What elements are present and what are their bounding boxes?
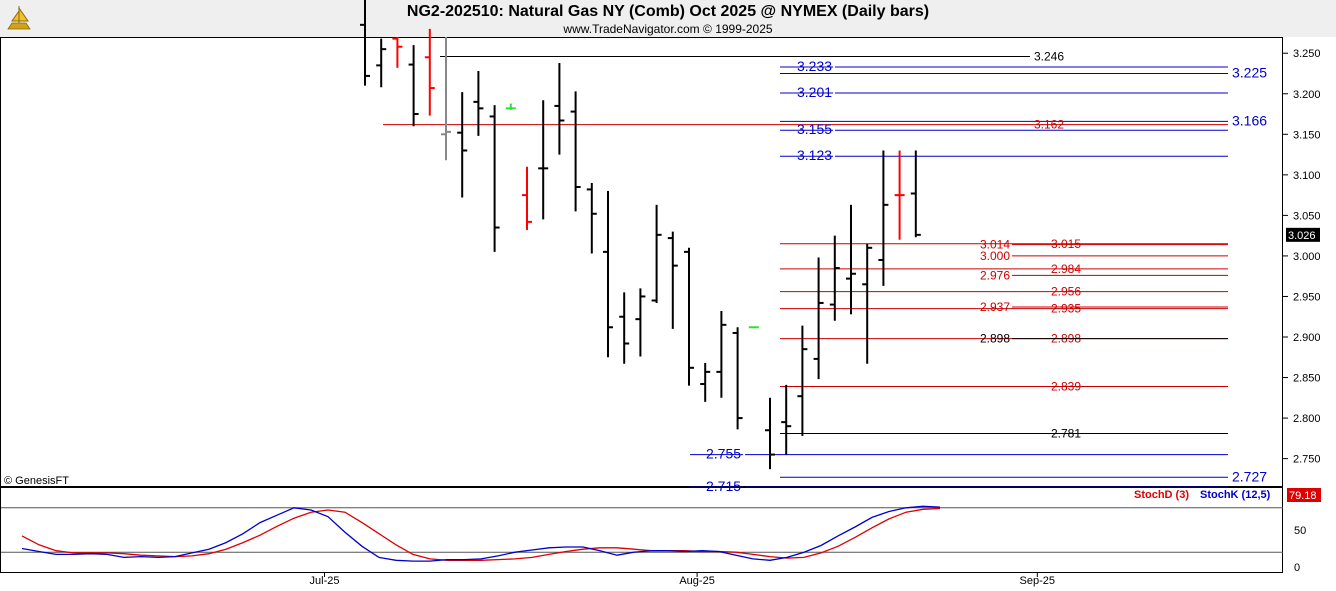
time-tick-label: Sep-25 bbox=[1020, 575, 1055, 587]
ohlc-bar bbox=[910, 150, 921, 238]
chart-subtitle: www.TradeNavigator.com © 1999-2025 bbox=[563, 22, 773, 36]
ohlc-bars bbox=[360, 0, 921, 470]
ohlc-bar bbox=[781, 384, 792, 455]
price-level-label: 3.233 bbox=[797, 58, 832, 74]
price-level-label: 3.166 bbox=[1232, 112, 1267, 128]
ohlc-bar bbox=[732, 327, 743, 430]
price-level-label: 3.225 bbox=[1232, 64, 1267, 80]
price-tick-label: 3.250 bbox=[1293, 48, 1321, 60]
price-tick-label: 2.800 bbox=[1293, 413, 1321, 425]
ohlc-bar bbox=[862, 243, 873, 364]
ohlc-bar bbox=[392, 37, 403, 68]
time-tick-label: Jul-25 bbox=[310, 575, 340, 587]
ohlc-bar bbox=[522, 166, 532, 230]
watermark: © GenesisFT bbox=[4, 475, 69, 487]
title-bar bbox=[0, 0, 1336, 37]
ohlc-bar bbox=[797, 325, 808, 436]
price-level-label: 2.755 bbox=[706, 446, 741, 462]
ohlc-bar bbox=[505, 103, 516, 110]
price-level-label: 3.246 bbox=[1034, 49, 1064, 63]
ohlc-bar bbox=[619, 292, 630, 364]
main-panel-border bbox=[0, 37, 1283, 487]
price-tick-label: 3.200 bbox=[1293, 89, 1321, 101]
price-tick-label: 3.050 bbox=[1293, 210, 1321, 222]
stoch-legend-d: StochD (3) bbox=[1134, 489, 1189, 501]
stoch-legend-k: StochK (12,5) bbox=[1200, 489, 1271, 501]
stochastic-panel: 50 0 StochD (3) StochK (12,5) 79.18 bbox=[1, 488, 1321, 574]
price-level-label: 2.898 bbox=[980, 332, 1010, 346]
ohlc-bar bbox=[716, 311, 727, 398]
ohlc-bar bbox=[765, 397, 775, 470]
ohlc-bar bbox=[538, 100, 549, 220]
ohlc-bar bbox=[360, 0, 370, 86]
ohlc-bar bbox=[829, 235, 840, 321]
ohlc-bar bbox=[376, 38, 387, 88]
stoch-tick-label: 50 bbox=[1294, 525, 1306, 537]
ohlc-bar bbox=[424, 28, 435, 116]
price-level-label: 2.937 bbox=[980, 300, 1010, 314]
price-level-label: 3.015 bbox=[1051, 237, 1081, 251]
price-axis: 3.250 3.200 3.150 3.100 3.050 3.000 2.950 2.900… bbox=[1283, 48, 1321, 466]
price-level-label: 2.984 bbox=[1051, 262, 1081, 276]
ohlc-bar bbox=[651, 204, 662, 303]
stoch-last-label: 79.18 bbox=[1289, 490, 1317, 502]
stoch-last-badge bbox=[1287, 488, 1321, 502]
price-tick-label: 2.850 bbox=[1293, 373, 1321, 385]
price-level-label: 3.201 bbox=[797, 84, 832, 100]
stoch-panel-border bbox=[0, 487, 1283, 573]
price-level-label: 2.839 bbox=[1051, 379, 1081, 393]
price-level-label: 2.715 bbox=[706, 478, 741, 494]
ohlc-bar bbox=[846, 204, 856, 315]
price-level-label: 3.162 bbox=[1034, 118, 1064, 132]
price-level-label: 3.014 bbox=[980, 238, 1010, 252]
price-level-label: 2.935 bbox=[1051, 302, 1081, 316]
price-level-label: 2.727 bbox=[1232, 468, 1267, 484]
price-level-label: 3.000 bbox=[980, 249, 1010, 263]
main-grid bbox=[0, 37, 1283, 573]
ohlc-bar bbox=[570, 91, 581, 212]
ohlc-bar bbox=[878, 150, 889, 286]
ohlc-bar bbox=[667, 231, 678, 329]
ohlc-bar bbox=[489, 105, 500, 252]
price-level-label: 3.123 bbox=[797, 147, 832, 163]
price-tick-label: 3.150 bbox=[1293, 129, 1321, 141]
price-level-label: 3.155 bbox=[797, 121, 832, 137]
ohlc-bar bbox=[554, 62, 565, 155]
price-tick-label: 3.100 bbox=[1293, 170, 1321, 182]
stoch-tick-label: 0 bbox=[1294, 562, 1300, 574]
ohlc-bar bbox=[813, 257, 824, 380]
stoch-series-line bbox=[21, 505, 941, 562]
ohlc-bar bbox=[635, 288, 646, 357]
price-tick-label: 2.900 bbox=[1293, 332, 1321, 344]
ohlc-bar bbox=[441, 37, 451, 161]
ohlc-bar bbox=[586, 182, 597, 254]
chart-title: NG2-202510: Natural Gas NY (Comb) Oct 20… bbox=[406, 3, 930, 20]
ohlc-bar bbox=[457, 92, 468, 198]
price-level-label: 2.781 bbox=[1051, 426, 1081, 440]
time-tick-label: Aug-25 bbox=[679, 575, 714, 587]
price-tick-label: 3.000 bbox=[1293, 251, 1321, 263]
last-price-badge bbox=[1286, 227, 1320, 242]
ohlc-bar bbox=[473, 71, 484, 136]
ohlc-bar bbox=[408, 45, 419, 127]
last-price-label: 3.026 bbox=[1288, 230, 1316, 242]
price-tick-label: 2.950 bbox=[1293, 291, 1321, 303]
price-tick-label: 2.750 bbox=[1293, 454, 1321, 466]
ohlc-bar bbox=[700, 362, 711, 402]
price-level-label: 2.956 bbox=[1051, 285, 1081, 299]
price-level-label: 2.976 bbox=[980, 268, 1010, 282]
ohlc-bar bbox=[894, 150, 905, 240]
ohlc-bar bbox=[748, 326, 759, 329]
ohlc-bar bbox=[603, 191, 613, 358]
trade-navigator-logo-icon bbox=[7, 6, 31, 30]
price-levels: 3.246 3.233 3.225 3.201 3.166 3.162 3.155 3.123… bbox=[383, 49, 1267, 494]
ohlc-bar bbox=[684, 247, 694, 386]
